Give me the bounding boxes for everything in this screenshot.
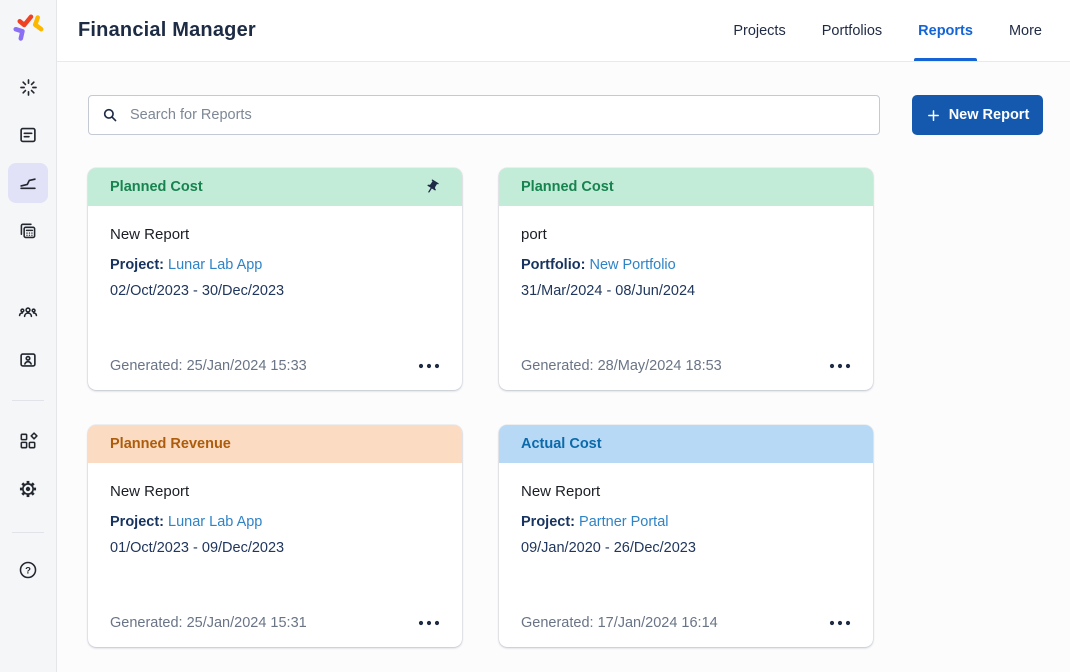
- apps-icon: [20, 432, 38, 449]
- report-title: New Report: [521, 483, 601, 500]
- sidebar-divider: [12, 532, 44, 533]
- more-options-button[interactable]: [829, 618, 851, 628]
- sidebar-item-accounts[interactable]: [8, 340, 48, 380]
- report-scope: Project: Lunar Lab App: [110, 514, 440, 530]
- scope-label: Portfolio:: [521, 257, 586, 273]
- nav-item-projects[interactable]: Projects: [733, 22, 786, 39]
- search-input[interactable]: [128, 106, 867, 124]
- generated-timestamp: Generated: 28/May/2024 18:53: [521, 358, 722, 374]
- scope-link[interactable]: Lunar Lab App: [168, 257, 263, 273]
- calculator-icon: [20, 223, 36, 239]
- primary-nav: Projects Portfolios Reports More: [715, 0, 1060, 61]
- help-icon: ?: [19, 561, 37, 579]
- report-card-body: New Report Project: Lunar Lab App 01/Oct…: [88, 463, 462, 556]
- report-card-body: port Portfolio: New Portfolio 31/Mar/202…: [499, 206, 873, 299]
- settings-icon: [19, 480, 37, 498]
- new-report-label: New Report: [948, 107, 1030, 123]
- more-options-button[interactable]: [829, 361, 851, 371]
- report-card[interactable]: Actual Cost New Report Project: Partner …: [499, 425, 873, 647]
- report-card[interactable]: Planned Cost New Report Project: Lunar L…: [88, 168, 462, 390]
- sidebar-item-documents[interactable]: [8, 115, 48, 155]
- report-type-label: Planned Revenue: [110, 436, 231, 452]
- icon-sidebar: ?: [0, 0, 57, 672]
- svg-text:?: ?: [25, 565, 31, 576]
- top-bar: Financial Manager Projects Portfolios Re…: [57, 0, 1070, 62]
- report-card-header: Actual Cost: [499, 425, 873, 463]
- report-title: New Report: [110, 226, 190, 243]
- report-title: New Report: [110, 483, 190, 500]
- spark-icon: [19, 78, 37, 96]
- report-scope: Project: Partner Portal: [521, 514, 851, 530]
- teams-icon: [18, 307, 38, 318]
- sidebar-item-teams[interactable]: [8, 292, 48, 332]
- scope-label: Project:: [110, 514, 164, 530]
- generated-timestamp: Generated: 17/Jan/2024 16:14: [521, 615, 718, 631]
- contact-card-icon: [20, 353, 36, 367]
- scope-label: Project:: [110, 257, 164, 273]
- sidebar-divider: [12, 400, 44, 401]
- report-card-body: New Report Project: Lunar Lab App 02/Oct…: [88, 206, 462, 299]
- page-title: Financial Manager: [78, 19, 256, 41]
- report-type-label: Actual Cost: [521, 436, 602, 452]
- chart-icon: [20, 178, 36, 190]
- report-type-label: Planned Cost: [521, 179, 614, 195]
- report-date-range: 31/Mar/2024 - 08/Jun/2024: [521, 283, 696, 299]
- more-options-button[interactable]: [418, 618, 440, 628]
- sidebar-item-settings[interactable]: [8, 469, 48, 509]
- scope-link[interactable]: Lunar Lab App: [168, 514, 263, 530]
- nav-item-more[interactable]: More: [1008, 22, 1042, 39]
- nav-item-portfolios[interactable]: Portfolios: [821, 22, 883, 39]
- report-scope: Project: Lunar Lab App: [110, 257, 440, 273]
- report-card-footer: Generated: 25/Jan/2024 15:33: [110, 358, 440, 374]
- search-icon: [103, 108, 117, 122]
- sidebar-item-reports[interactable]: [8, 163, 48, 203]
- report-card-footer: Generated: 17/Jan/2024 16:14: [521, 615, 851, 631]
- tempo-logo[interactable]: [10, 10, 46, 46]
- report-title: port: [521, 226, 547, 243]
- report-date-range: 02/Oct/2023 - 30/Dec/2023: [110, 283, 285, 299]
- search-bar: [88, 95, 880, 135]
- scope-link[interactable]: New Portfolio: [589, 257, 676, 273]
- report-card-header: Planned Cost: [88, 168, 462, 206]
- report-type-label: Planned Cost: [110, 179, 203, 195]
- scope-label: Project:: [521, 514, 575, 530]
- generated-timestamp: Generated: 25/Jan/2024 15:33: [110, 358, 307, 374]
- report-date-range: 09/Jan/2020 - 26/Dec/2023: [521, 540, 696, 556]
- report-card-header: Planned Cost: [499, 168, 873, 206]
- main-content: New Report Planned Cost New Report Proje…: [57, 62, 1070, 672]
- nav-item-reports[interactable]: Reports: [900, 0, 991, 61]
- report-card-footer: Generated: 28/May/2024 18:53: [521, 358, 851, 374]
- pin-icon[interactable]: [424, 179, 440, 195]
- sidebar-item-activity[interactable]: [8, 67, 48, 107]
- report-card[interactable]: Planned Cost port Portfolio: New Portfol…: [499, 168, 873, 390]
- report-scope: Portfolio: New Portfolio: [521, 257, 851, 273]
- plus-icon: [927, 109, 939, 121]
- scope-link[interactable]: Partner Portal: [579, 514, 669, 530]
- sidebar-item-help[interactable]: ?: [8, 550, 48, 590]
- report-card-footer: Generated: 25/Jan/2024 15:31: [110, 615, 440, 631]
- report-card-header: Planned Revenue: [88, 425, 462, 463]
- more-options-button[interactable]: [418, 361, 440, 371]
- new-report-button[interactable]: New Report: [912, 95, 1043, 135]
- report-card-body: New Report Project: Partner Portal 09/Ja…: [499, 463, 873, 556]
- generated-timestamp: Generated: 25/Jan/2024 15:31: [110, 615, 307, 631]
- document-icon: [20, 127, 36, 143]
- report-card[interactable]: Planned Revenue New Report Project: Luna…: [88, 425, 462, 647]
- report-date-range: 01/Oct/2023 - 09/Dec/2023: [110, 540, 285, 556]
- sidebar-item-calculator[interactable]: [8, 211, 48, 251]
- sidebar-item-apps[interactable]: [8, 421, 48, 461]
